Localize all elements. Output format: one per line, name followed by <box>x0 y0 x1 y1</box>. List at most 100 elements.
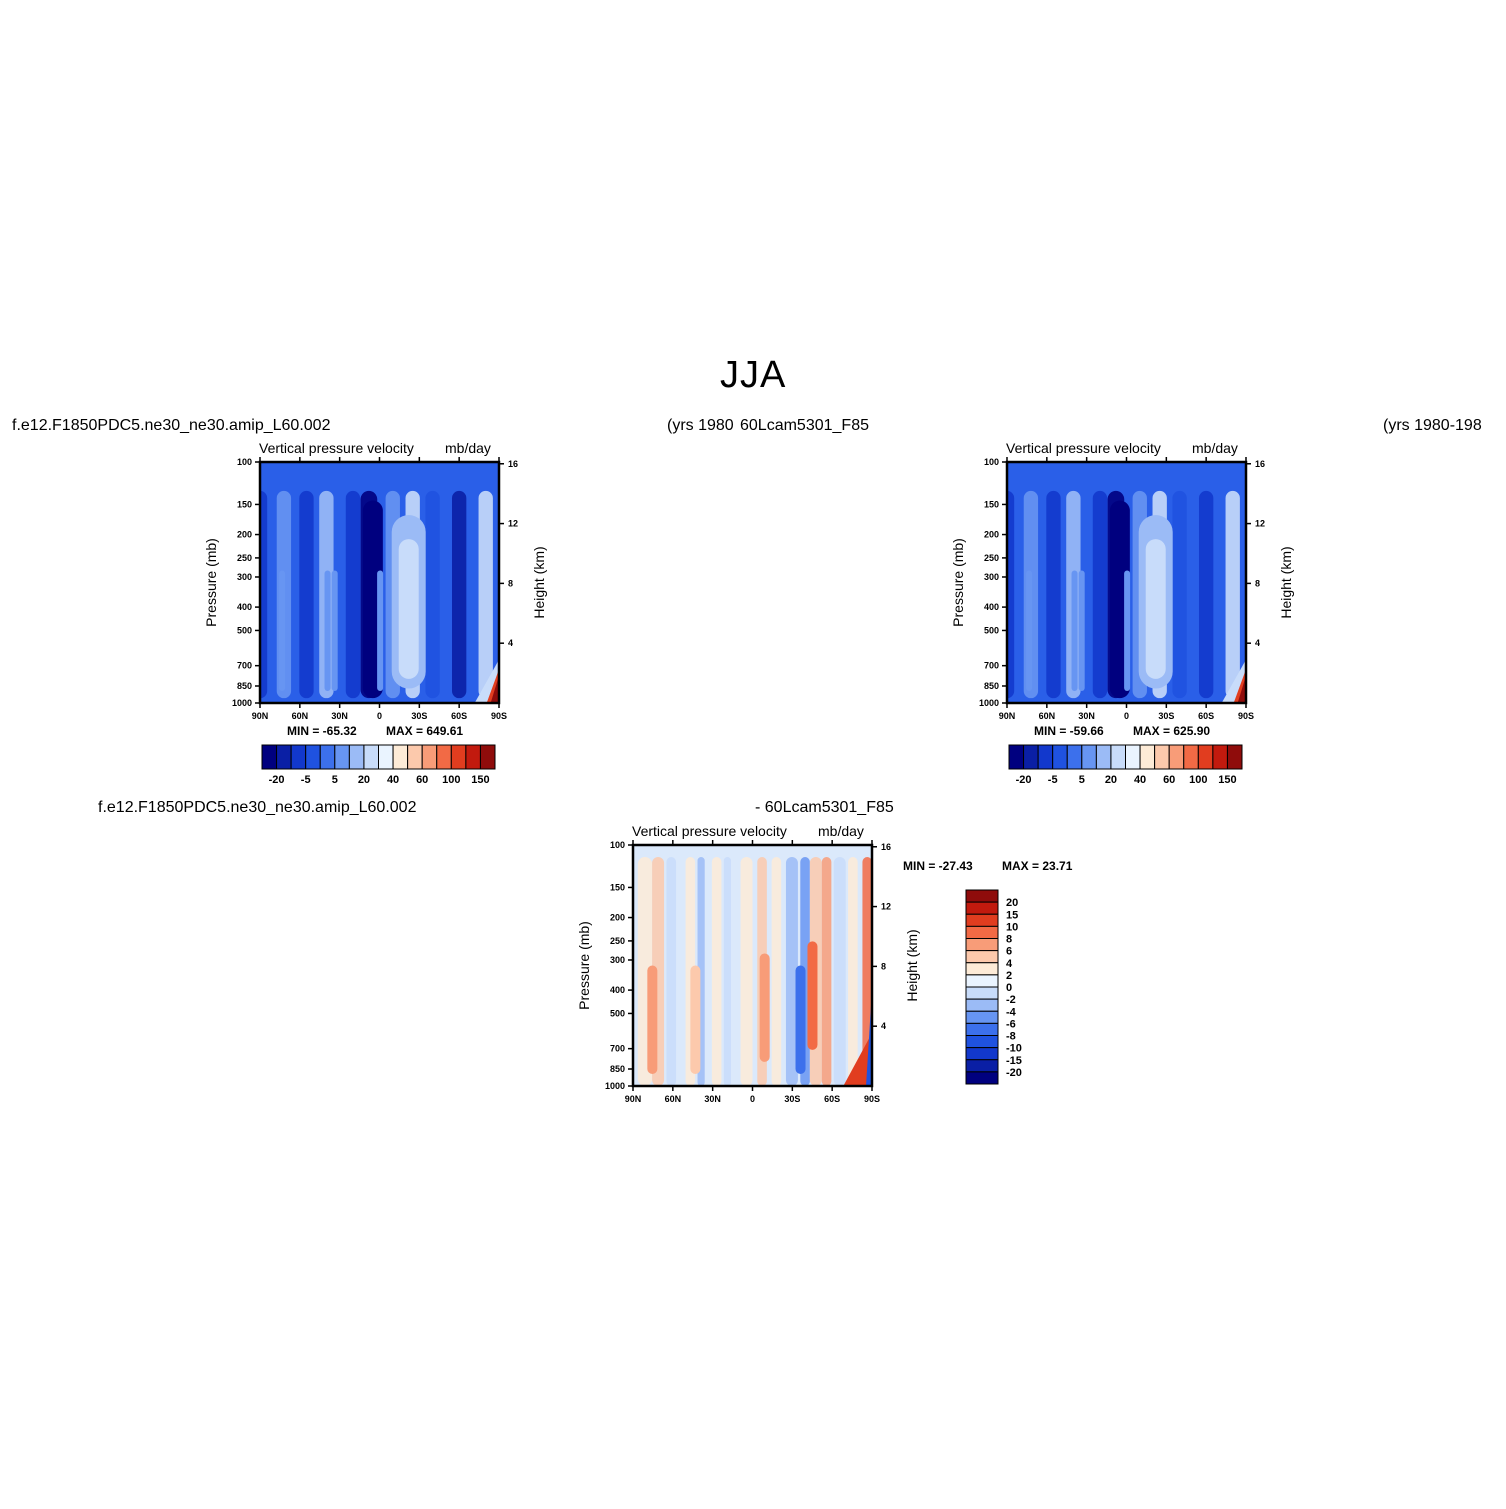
colorbar-box <box>965 974 999 988</box>
colorbar-label: 5 <box>332 774 338 786</box>
y2-tick-label: 16 <box>1255 459 1265 469</box>
colorbar-label: 4 <box>1006 958 1013 970</box>
light-streak <box>279 570 286 691</box>
x-tick-label: 30N <box>1078 711 1095 721</box>
y2-tick-label: 12 <box>881 902 891 912</box>
contour-band <box>1007 490 1015 699</box>
y-tick-label: 400 <box>610 985 625 995</box>
y-tick-label: 1000 <box>605 1081 625 1091</box>
y-tick-label: 1000 <box>232 698 252 708</box>
y2-tick-label: 16 <box>508 459 518 469</box>
colorbar-label: -20 <box>1006 1067 1022 1079</box>
light-streak <box>331 570 338 691</box>
colorbar-label: -6 <box>1006 1018 1016 1030</box>
contour-band <box>785 857 798 1086</box>
colorbar-box <box>965 1059 999 1073</box>
contour-band <box>711 857 722 1086</box>
colorbar-label: 6 <box>1006 946 1012 958</box>
plot-area: 90N 60N 30N 0 30S 60S 90S 100 150 200 250 300 400 500… <box>950 457 1294 721</box>
x-tick-label: 60S <box>451 711 467 721</box>
panel2-min: MIN = -59.66 <box>1034 724 1104 738</box>
y-tick-label: 300 <box>610 955 625 965</box>
antarctic-peak <box>490 678 498 703</box>
colorbar-label: 40 <box>1134 774 1146 786</box>
colorbar-label: 15 <box>1006 909 1018 921</box>
colorbar-box <box>965 925 999 939</box>
y-tick-label: 300 <box>237 572 252 582</box>
contour-band <box>1198 490 1214 699</box>
light-streak <box>377 570 384 691</box>
colorbar-label: 8 <box>1006 934 1012 946</box>
x-tick-label: 60S <box>824 1094 840 1104</box>
colorbar-box <box>965 950 999 964</box>
x-tick-label: 60N <box>1039 711 1056 721</box>
y2-axis-label: Height (km) <box>531 546 547 618</box>
colorbar-label: 150 <box>471 774 489 786</box>
colorbar-label: 60 <box>1163 774 1175 786</box>
y-tick-label: 100 <box>984 457 999 467</box>
years-left: (yrs 1980 <box>667 417 734 434</box>
x-tick-label: 90S <box>1238 711 1254 721</box>
y2-tick-label: 4 <box>881 1021 886 1031</box>
contour-core <box>795 965 806 1074</box>
y-tick-label: 500 <box>237 625 252 635</box>
colorbar-box <box>965 1010 999 1024</box>
y-tick-label: 500 <box>984 625 999 635</box>
x-tick-label: 30N <box>704 1094 721 1104</box>
y-tick-label: 500 <box>610 1008 625 1018</box>
contour-band <box>478 490 493 699</box>
y2-tick-label: 12 <box>508 519 518 529</box>
contour-band <box>1172 490 1187 699</box>
y-axis-label: Pressure (mb) <box>576 921 592 1010</box>
y-tick-label: 400 <box>237 602 252 612</box>
y2-tick-label: 4 <box>508 638 513 648</box>
colorbar-box <box>965 986 999 1000</box>
colorbar-label: 10 <box>1006 921 1018 933</box>
colorbar-box <box>965 962 999 976</box>
panel3-min: MIN = -27.43 <box>903 859 973 873</box>
contour-field <box>633 845 872 1086</box>
years-right: (yrs 1980-198 <box>1383 418 1482 434</box>
y-tick-label: 700 <box>237 661 252 671</box>
x-tick-label: 60S <box>1198 711 1214 721</box>
colorbar-label: 20 <box>1105 774 1117 786</box>
panel1-min: MIN = -65.32 <box>287 724 357 738</box>
colorbar-box <box>965 1071 999 1085</box>
y2-tick-label: 8 <box>881 961 886 971</box>
y-tick-label: 700 <box>610 1044 625 1054</box>
panel2-title-right: mb/day <box>1192 440 1238 456</box>
case-name-left: f.e12.F1850PDC5.ne30_ne30.amip_L60.002 <box>12 417 331 434</box>
colorbar-label: -15 <box>1006 1055 1022 1067</box>
colorbar-label: 100 <box>442 774 460 786</box>
panel3-max: MAX = 23.71 <box>1002 859 1073 873</box>
x-tick-label: 0 <box>377 711 382 721</box>
y-tick-label: 150 <box>237 499 252 509</box>
colorbar-box <box>965 913 999 927</box>
colorbar-box <box>965 998 999 1012</box>
colorbar-label: 2 <box>1006 970 1012 982</box>
y-tick-label: 850 <box>610 1064 625 1074</box>
contour-core <box>759 953 770 1062</box>
x-tick-label: 30S <box>784 1094 800 1104</box>
y-tick-label: 250 <box>237 553 252 563</box>
colorbar-label: 40 <box>387 774 399 786</box>
antarctic-neg <box>866 989 872 1086</box>
page-title: JJA <box>720 354 787 396</box>
y-tick-label: 1000 <box>979 698 999 708</box>
x-tick-label: 90N <box>625 1094 642 1104</box>
diff-case-left: f.e12.F1850PDC5.ne30_ne30.amip_L60.002 <box>98 799 417 816</box>
colorbar-box <box>965 1022 999 1036</box>
colorbar-label: 20 <box>358 774 370 786</box>
x-tick-label: 90S <box>864 1094 880 1104</box>
panel1-title-left: Vertical pressure velocity <box>259 440 414 456</box>
y-tick-label: 250 <box>610 936 625 946</box>
colorbar-label: -4 <box>1006 1006 1017 1018</box>
contour-band <box>1046 490 1061 699</box>
diff-case-right: - 60Lcam5301_F85 <box>755 799 894 816</box>
contour-band <box>666 857 677 1086</box>
colorbar-box <box>965 938 999 952</box>
